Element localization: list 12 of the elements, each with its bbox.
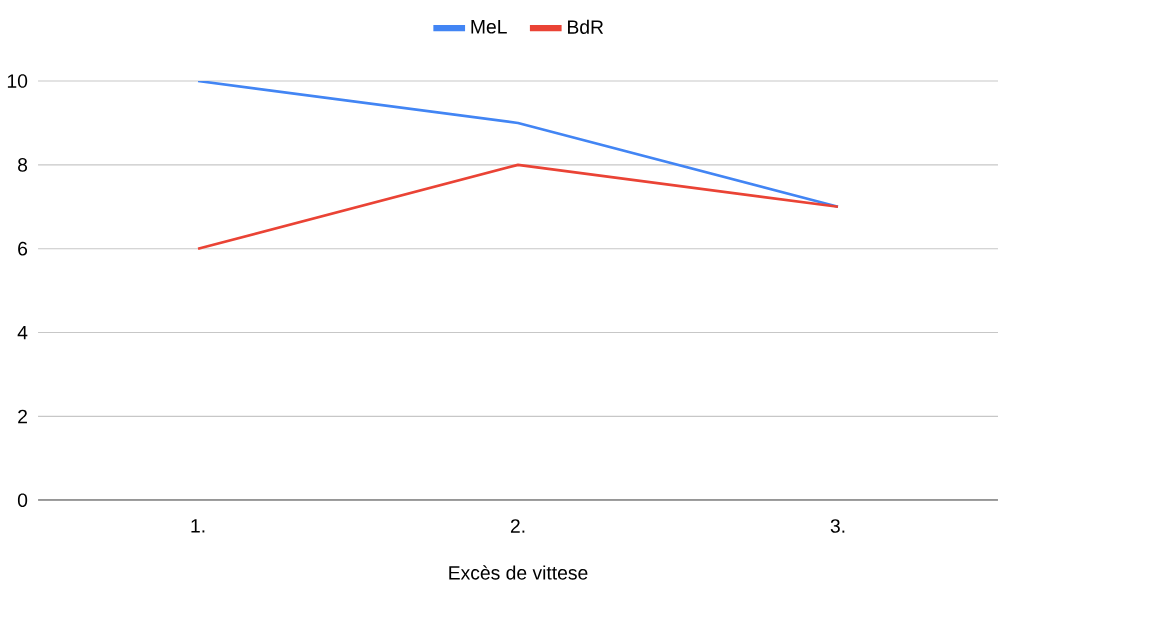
y-tick-label: 6 xyxy=(18,241,28,256)
y-tick-label: 0 xyxy=(17,493,28,508)
legend-label: MeL xyxy=(471,20,507,34)
y-tick-label: 2 xyxy=(18,409,27,424)
y-tick-label: 8 xyxy=(18,158,28,172)
y-tick-label: 10 xyxy=(7,74,28,88)
x-tick-label: 1. xyxy=(191,519,205,533)
legend-label: BdR xyxy=(568,19,604,35)
x-tick-label: 3. xyxy=(830,519,845,533)
x-tick-label: 2. xyxy=(510,519,525,533)
y-tick-label: 4 xyxy=(17,326,28,340)
x-axis-title: Excès de vittese xyxy=(449,565,588,580)
